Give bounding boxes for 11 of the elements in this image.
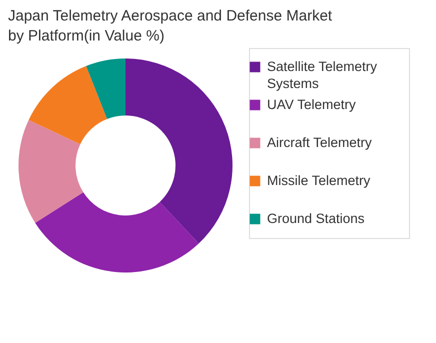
legend-label: Aircraft Telemetry [267,135,372,150]
chart-title: Japan Telemetry Aerospace and Defense Market by Platform(in Value %) [8,8,333,44]
donut-slice [86,58,126,120]
legend-label: Missile Telemetry [267,173,371,188]
donut-slice [18,120,84,223]
legend-label: UAV Telemetry [267,97,356,112]
donut-slice [35,192,199,272]
donut-slice [126,58,232,244]
legend-label: Ground Stations [267,211,365,226]
legend-label: Satellite Telemetry Systems [267,59,378,91]
donut-slice [28,66,108,144]
